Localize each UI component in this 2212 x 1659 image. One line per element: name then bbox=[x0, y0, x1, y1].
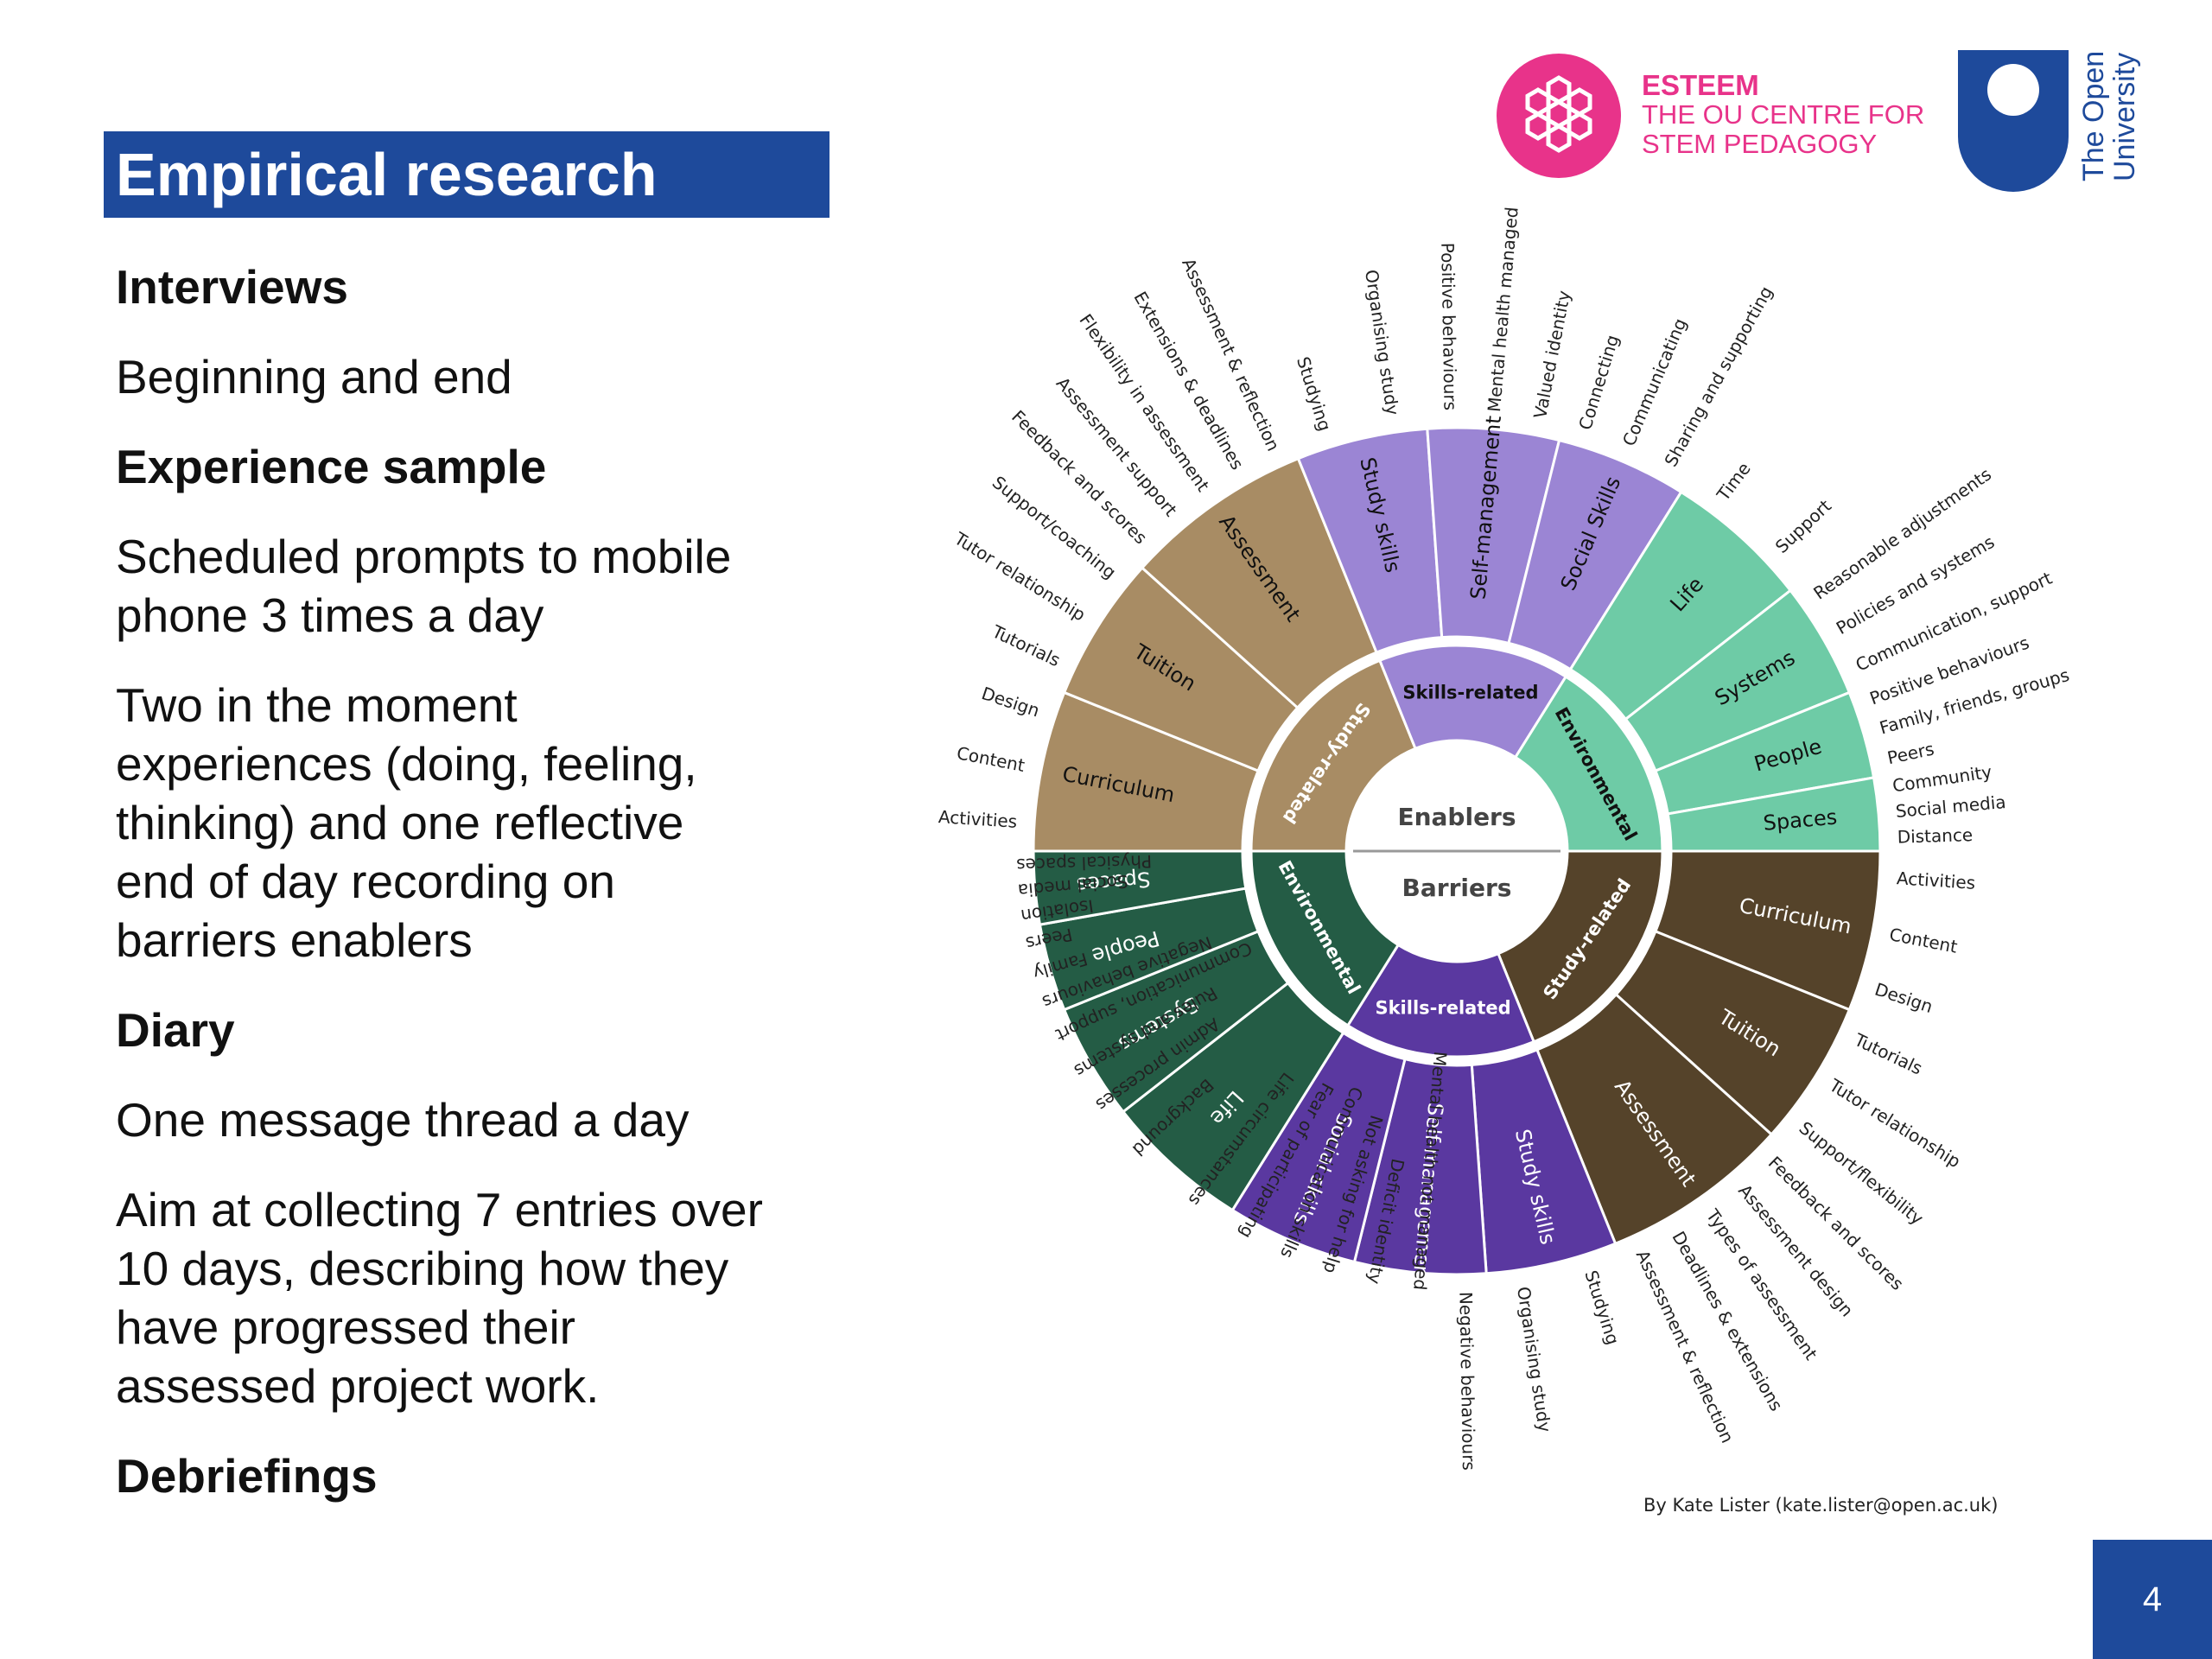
outer-sector bbox=[1614, 929, 1852, 1136]
section-text: One message thread a day bbox=[116, 1093, 690, 1147]
logos: ESTEEM THE OU CENTRE FOR STEM PEDAGOGY T… bbox=[1495, 43, 2186, 192]
category-item-label: Activities bbox=[938, 806, 1018, 832]
outer-sector bbox=[1230, 1031, 1407, 1264]
category-item-label: Assessment & reflection bbox=[1632, 1247, 1738, 1446]
ring-separator bbox=[1244, 639, 1669, 1064]
outer-sector bbox=[1568, 490, 1793, 721]
section-text: Beginning and end bbox=[116, 350, 512, 404]
category-item-label: Organising study bbox=[1361, 268, 1403, 416]
outer-sector bbox=[1507, 438, 1683, 671]
open-university-logo-icon bbox=[1958, 50, 2069, 192]
outer-sector bbox=[1653, 690, 1876, 816]
category-item-label: Distance bbox=[1897, 824, 1973, 848]
outer-sector bbox=[1426, 426, 1561, 645]
outer-sector bbox=[1352, 1057, 1488, 1276]
center-label-barriers: Barriers bbox=[1402, 874, 1512, 902]
section-heading: Experience sample bbox=[116, 440, 547, 493]
category-item-label: Studying bbox=[1580, 1268, 1624, 1347]
outer-sector bbox=[1296, 427, 1444, 655]
inner-sector-label: Skills-related bbox=[1375, 997, 1510, 1018]
category-item-label: Community bbox=[1891, 761, 1993, 797]
category-item-label: Positive behaviours bbox=[1437, 243, 1460, 411]
section-text: Aim at collecting 7 entries over 10 days… bbox=[116, 1183, 763, 1413]
category-item-label: Extensions & deadlines bbox=[1129, 288, 1248, 473]
center-label-enablers: Enablers bbox=[1397, 803, 1516, 831]
category-item-label: Peers bbox=[1885, 738, 1936, 768]
category-item-label: Activities bbox=[1896, 868, 1976, 893]
category-item-label: Negative behaviours bbox=[1455, 1292, 1479, 1471]
section-heading: Diary bbox=[116, 1003, 235, 1057]
esteem-brand: ESTEEM bbox=[1642, 69, 1759, 101]
content-column: Interviews Beginning and end Experience sa… bbox=[116, 257, 772, 1536]
category-item-label: Time bbox=[1713, 458, 1755, 505]
esteem-logo-icon bbox=[1497, 54, 1621, 178]
category-item-label: Assessment & reflection bbox=[1178, 255, 1284, 454]
outer-sector bbox=[1140, 456, 1379, 710]
inner-sector-label: Skills-related bbox=[1402, 683, 1538, 703]
ou-line1: The Open bbox=[2077, 51, 2110, 181]
category-item-label: Assessment design bbox=[1734, 1180, 1858, 1321]
ou-line2: University bbox=[2108, 53, 2141, 181]
category-item-label: Mental health managed bbox=[1484, 206, 1522, 412]
category-item-label: Content bbox=[1888, 924, 1960, 957]
outer-sector bbox=[1470, 1047, 1618, 1275]
outer-sector bbox=[1666, 776, 1882, 853]
outer-sector bbox=[1535, 992, 1774, 1246]
title-bar: Empirical research bbox=[104, 131, 830, 218]
category-item-label: Content bbox=[955, 742, 1027, 776]
category-item-label: Physical spaces bbox=[1016, 851, 1152, 876]
category-item-label: Social media bbox=[1895, 791, 2007, 822]
section-heading: Debriefings bbox=[116, 1449, 378, 1503]
section-text: Scheduled prompts to mobile phone 3 time… bbox=[116, 530, 732, 642]
category-item-label: Support bbox=[1771, 495, 1835, 557]
category-item-label: Tutorials bbox=[1851, 1029, 1926, 1079]
category-item-label: Design bbox=[979, 683, 1042, 721]
outer-sector bbox=[1038, 887, 1261, 1012]
esteem-line1: THE OU CENTRE FOR bbox=[1642, 99, 1925, 130]
esteem-line2: STEM PEDAGOGY bbox=[1642, 129, 1878, 159]
category-item-label: Deadlines & extensions bbox=[1668, 1228, 1787, 1414]
credit: By Kate Lister (kate.lister@open.ac.uk) bbox=[1643, 1495, 1999, 1516]
category-item-label: Connecting bbox=[1574, 333, 1623, 433]
category-item-label: Tutorials bbox=[988, 620, 1064, 671]
outer-sector bbox=[1032, 849, 1248, 926]
esteem-text: ESTEEM THE OU CENTRE FOR STEM PEDAGOGY bbox=[1642, 71, 1924, 159]
outer-sector bbox=[1653, 849, 1882, 1012]
ou-wordmark: The Open University bbox=[2077, 51, 2141, 181]
page-number-box: 4 bbox=[2093, 1540, 2212, 1659]
category-item-label: Design bbox=[1872, 979, 1936, 1018]
category-item-label: Types of assessment bbox=[1701, 1205, 1821, 1363]
outer-sector bbox=[1624, 588, 1852, 773]
category-item-label: Organising study bbox=[1513, 1285, 1555, 1433]
category-item-label: Studying bbox=[1293, 354, 1336, 434]
slide-title: Empirical research bbox=[116, 141, 658, 208]
category-item-label: Sharing and supporting bbox=[1660, 283, 1777, 470]
page-number: 4 bbox=[2142, 1580, 2163, 1618]
outer-sector bbox=[1121, 981, 1345, 1212]
section-text: Two in the moment experiences (doing, fe… bbox=[116, 678, 697, 967]
outer-sector bbox=[1062, 929, 1290, 1114]
section-heading: Interviews bbox=[116, 260, 349, 314]
category-item-label: Valued identity bbox=[1529, 289, 1574, 420]
barriers-enablers-wheel: Study-relatedSkills-relatedEnvironmental… bbox=[938, 206, 2071, 1471]
outer-sector bbox=[1062, 566, 1300, 773]
